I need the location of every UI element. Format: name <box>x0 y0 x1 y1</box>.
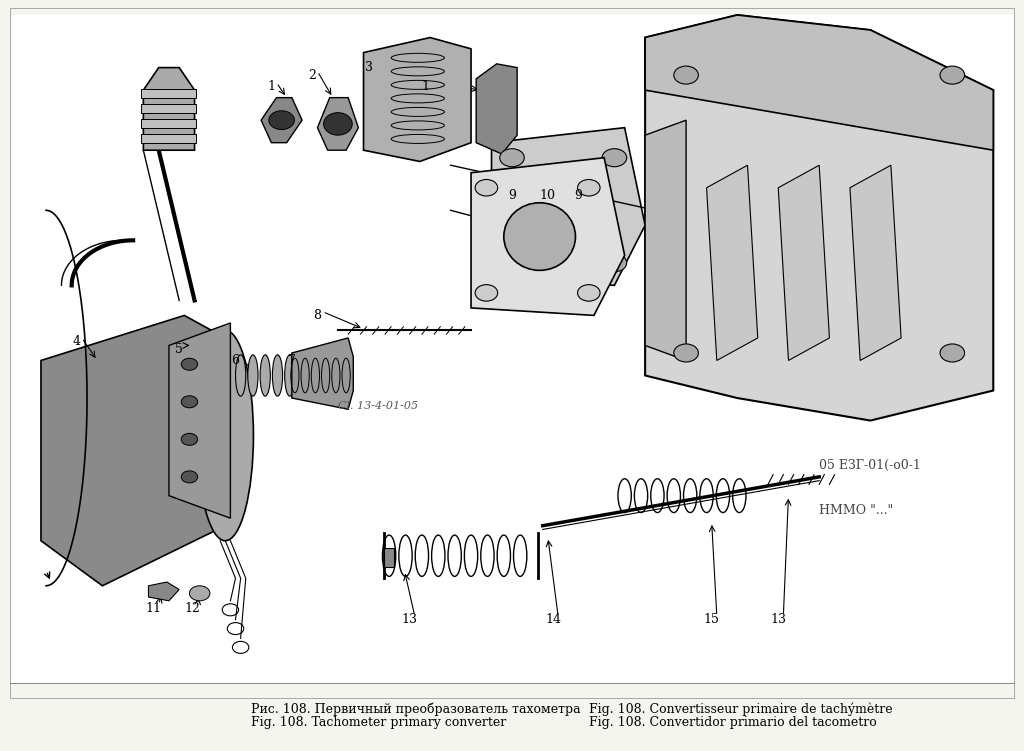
Text: 13: 13 <box>401 613 418 626</box>
Text: 9: 9 <box>508 189 516 202</box>
Circle shape <box>940 66 965 84</box>
Polygon shape <box>645 15 993 150</box>
Text: 1: 1 <box>421 80 429 93</box>
Circle shape <box>602 149 627 167</box>
Circle shape <box>500 254 524 272</box>
Text: 13: 13 <box>770 613 786 626</box>
Text: Fig. 108. Convertisseur primaire de tachýmètre: Fig. 108. Convertisseur primaire de tach… <box>589 703 893 716</box>
Bar <box>141 104 196 113</box>
Ellipse shape <box>272 355 283 396</box>
Text: 8: 8 <box>313 309 322 322</box>
Text: 11: 11 <box>145 602 162 615</box>
Text: Fig. 108. Convertidor primario del tacometro: Fig. 108. Convertidor primario del tacom… <box>589 716 877 729</box>
Ellipse shape <box>268 110 295 130</box>
Polygon shape <box>645 15 993 421</box>
Text: 3: 3 <box>365 61 373 74</box>
Text: 4: 4 <box>73 335 81 348</box>
Text: Рис. 108. Первичный преобразователь тахометра: Рис. 108. Первичный преобразователь тахо… <box>251 703 581 716</box>
Circle shape <box>181 396 198 408</box>
Circle shape <box>578 179 600 196</box>
Polygon shape <box>169 323 230 518</box>
Ellipse shape <box>285 355 295 396</box>
Circle shape <box>500 149 524 167</box>
Circle shape <box>189 586 210 601</box>
Polygon shape <box>261 98 302 143</box>
Ellipse shape <box>197 330 254 541</box>
Text: 9: 9 <box>574 189 583 202</box>
Text: Fig. 108. Tachometer primary converter: Fig. 108. Tachometer primary converter <box>251 716 506 729</box>
Bar <box>141 89 196 98</box>
Text: 12: 12 <box>184 602 201 615</box>
Polygon shape <box>292 338 353 409</box>
Polygon shape <box>707 165 758 360</box>
Circle shape <box>674 344 698 362</box>
Text: Cl. 13-4-01-05: Cl. 13-4-01-05 <box>338 400 418 411</box>
Circle shape <box>674 66 698 84</box>
Ellipse shape <box>248 355 258 396</box>
Polygon shape <box>148 582 179 601</box>
Ellipse shape <box>260 355 270 396</box>
Circle shape <box>181 471 198 483</box>
Text: НММО "...": НММО "..." <box>819 504 894 517</box>
Polygon shape <box>645 120 686 360</box>
Ellipse shape <box>530 170 606 242</box>
Text: 14: 14 <box>545 613 561 626</box>
Bar <box>141 119 196 128</box>
Text: 05 ЕЗГ-01(-о0-1: 05 ЕЗГ-01(-о0-1 <box>819 459 921 472</box>
Polygon shape <box>317 98 358 150</box>
Text: 1: 1 <box>267 80 275 93</box>
Circle shape <box>475 285 498 301</box>
Circle shape <box>475 179 498 196</box>
Polygon shape <box>143 68 195 150</box>
Circle shape <box>181 358 198 370</box>
Text: 10: 10 <box>540 189 556 202</box>
Polygon shape <box>41 315 225 586</box>
Ellipse shape <box>236 355 246 396</box>
Text: 15: 15 <box>703 613 720 626</box>
Text: 6: 6 <box>231 354 240 367</box>
Circle shape <box>602 254 627 272</box>
Polygon shape <box>778 165 829 360</box>
Ellipse shape <box>504 203 575 270</box>
Polygon shape <box>492 128 645 285</box>
Polygon shape <box>471 158 625 315</box>
Circle shape <box>181 433 198 445</box>
Circle shape <box>578 285 600 301</box>
Polygon shape <box>850 165 901 360</box>
Text: 2: 2 <box>308 68 316 82</box>
Circle shape <box>940 344 965 362</box>
Polygon shape <box>384 548 394 567</box>
Bar <box>141 134 196 143</box>
Polygon shape <box>364 38 471 161</box>
Ellipse shape <box>324 113 352 135</box>
Text: 5: 5 <box>175 342 183 356</box>
Polygon shape <box>476 64 517 154</box>
Bar <box>10 15 1014 683</box>
Text: 7: 7 <box>288 354 296 367</box>
